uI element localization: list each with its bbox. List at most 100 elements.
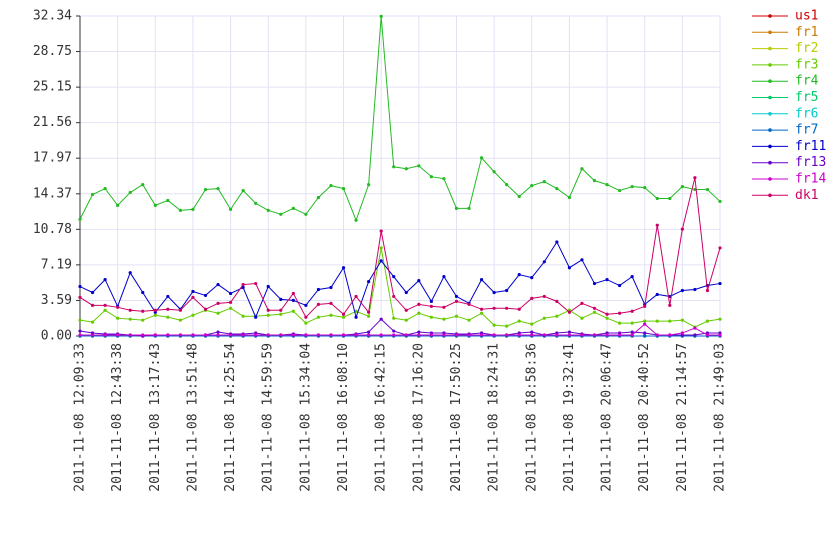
x-tick-label: 2011-11-08 18:24:31 bbox=[487, 343, 502, 492]
data-point bbox=[618, 188, 622, 193]
data-point bbox=[492, 170, 496, 174]
data-point bbox=[718, 199, 722, 204]
data-point bbox=[78, 318, 82, 322]
data-point bbox=[216, 333, 220, 337]
data-point bbox=[141, 183, 145, 187]
data-point bbox=[329, 333, 333, 337]
data-point bbox=[680, 227, 684, 231]
data-point bbox=[680, 184, 684, 189]
data-point bbox=[404, 333, 408, 337]
x-tick-label: 2011-11-08 12:43:38 bbox=[110, 343, 125, 492]
data-point bbox=[580, 258, 584, 262]
data-point bbox=[655, 333, 659, 337]
y-tick-label: 3.59 bbox=[41, 293, 72, 308]
data-point bbox=[705, 288, 710, 293]
data-point bbox=[605, 277, 609, 282]
legend-label: fr6 bbox=[795, 106, 818, 121]
data-point bbox=[166, 315, 170, 319]
x-tick-label: 2011-11-08 16:08:10 bbox=[336, 343, 351, 492]
data-point bbox=[141, 290, 145, 295]
data-point bbox=[291, 291, 295, 296]
data-point bbox=[643, 322, 647, 326]
data-point bbox=[103, 333, 107, 337]
data-point bbox=[580, 333, 584, 337]
data-point bbox=[116, 316, 120, 320]
data-point bbox=[241, 188, 245, 193]
data-point bbox=[417, 164, 421, 168]
data-point bbox=[367, 314, 371, 318]
data-point bbox=[429, 175, 433, 179]
data-point bbox=[341, 266, 346, 270]
data-point bbox=[492, 333, 496, 337]
series-line bbox=[79, 177, 721, 319]
data-point bbox=[429, 333, 433, 337]
data-point bbox=[78, 217, 82, 221]
data-point bbox=[329, 285, 333, 290]
data-point bbox=[329, 313, 333, 317]
data-point bbox=[605, 312, 609, 316]
data-point bbox=[128, 190, 132, 195]
legend-dot bbox=[768, 144, 772, 149]
data-point bbox=[705, 319, 710, 323]
data-point bbox=[404, 290, 408, 295]
x-tick-label: 2011-11-08 21:49:03 bbox=[713, 343, 728, 492]
data-point bbox=[216, 282, 220, 287]
data-point bbox=[266, 333, 270, 337]
data-point bbox=[404, 308, 408, 312]
data-point bbox=[367, 183, 371, 187]
data-point bbox=[178, 208, 182, 212]
data-point bbox=[392, 333, 396, 337]
data-point bbox=[90, 303, 95, 307]
data-point bbox=[166, 294, 170, 299]
data-point bbox=[78, 329, 82, 333]
data-point bbox=[191, 313, 195, 317]
legend-label: fr5 bbox=[795, 90, 818, 105]
data-point bbox=[668, 303, 672, 307]
series-line bbox=[79, 318, 720, 337]
data-point bbox=[693, 176, 697, 180]
data-point bbox=[655, 223, 659, 227]
data-point bbox=[442, 333, 446, 337]
x-tick-label: 2011-11-08 17:16:20 bbox=[411, 343, 426, 492]
data-point bbox=[103, 308, 107, 312]
data-point bbox=[542, 316, 546, 320]
data-point bbox=[367, 310, 371, 314]
data-point bbox=[141, 309, 145, 313]
data-point bbox=[592, 306, 597, 310]
data-point bbox=[454, 333, 459, 337]
data-point bbox=[680, 331, 684, 335]
data-point bbox=[630, 330, 634, 334]
data-point bbox=[329, 301, 333, 305]
data-point bbox=[354, 315, 358, 319]
data-point bbox=[718, 317, 722, 321]
data-point bbox=[166, 307, 170, 311]
data-point bbox=[630, 184, 634, 189]
data-point bbox=[392, 165, 396, 169]
data-point bbox=[517, 333, 521, 337]
x-tick-label: 2011-11-08 21:14:57 bbox=[675, 343, 690, 492]
data-point bbox=[417, 302, 421, 306]
data-point bbox=[316, 302, 321, 306]
data-point bbox=[680, 318, 684, 322]
legend-label: fr1 bbox=[795, 25, 818, 40]
data-point bbox=[191, 333, 195, 337]
data-point bbox=[555, 333, 559, 337]
data-point bbox=[530, 322, 534, 326]
legend-label: fr14 bbox=[795, 172, 826, 187]
legend-label: us1 bbox=[795, 9, 818, 24]
legend-dot bbox=[768, 177, 772, 181]
data-point bbox=[605, 183, 609, 187]
data-point bbox=[241, 285, 245, 290]
data-point bbox=[379, 333, 383, 337]
data-point bbox=[379, 259, 383, 263]
data-point bbox=[429, 299, 433, 303]
data-point bbox=[279, 297, 283, 301]
data-point bbox=[580, 301, 584, 305]
data-point bbox=[467, 206, 471, 210]
data-point bbox=[542, 294, 546, 299]
data-point bbox=[266, 284, 270, 289]
legend-label: fr7 bbox=[795, 123, 818, 138]
data-point bbox=[705, 333, 710, 337]
data-point bbox=[128, 308, 132, 312]
data-point bbox=[454, 299, 459, 303]
